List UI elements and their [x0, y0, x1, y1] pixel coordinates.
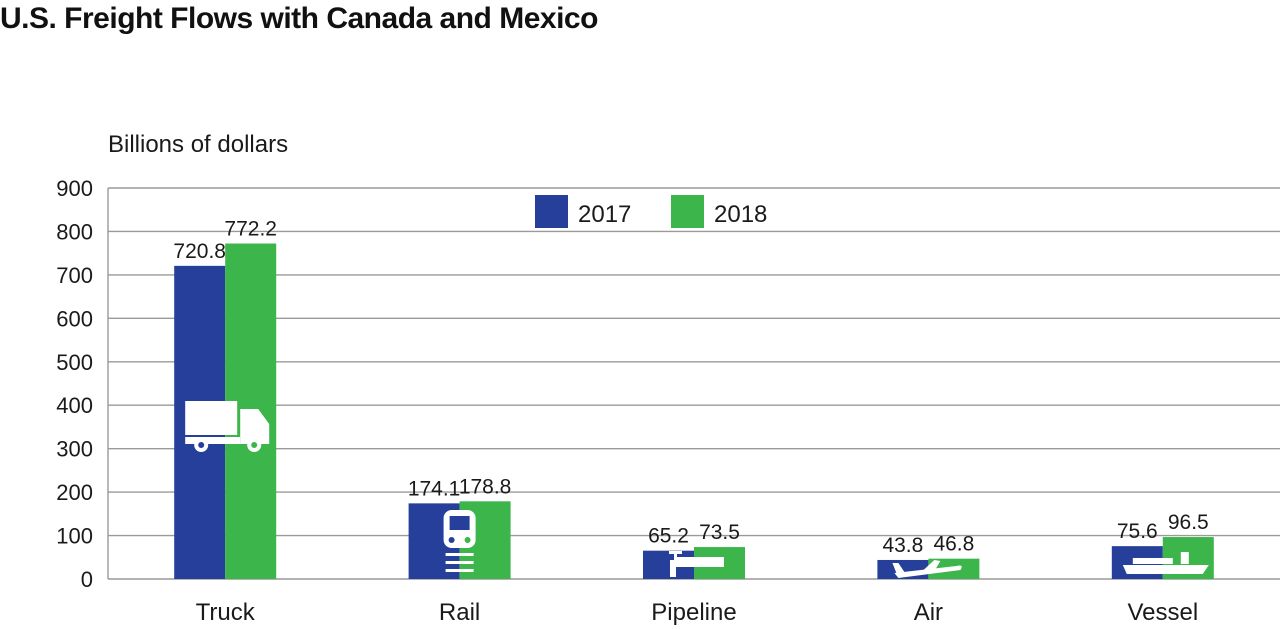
- bar-value-label: 75.6: [1117, 520, 1158, 543]
- legend-swatch: [535, 195, 568, 228]
- y-tick-label: 100: [56, 524, 93, 549]
- bar-value-label: 65.2: [648, 525, 689, 548]
- x-tick-label: Vessel: [1127, 599, 1198, 626]
- bar-value-label: 772.2: [224, 218, 277, 241]
- x-tick-label: Pipeline: [651, 599, 736, 626]
- bars: [174, 243, 1214, 579]
- x-tick-label: Air: [914, 599, 943, 626]
- x-tick-label: Rail: [439, 599, 480, 626]
- bar-value-label: 178.8: [459, 475, 512, 498]
- y-tick-label: 900: [56, 176, 93, 201]
- train-icon: [443, 510, 476, 572]
- y-tick-label: 0: [81, 567, 93, 592]
- bar-value-label: 720.8: [173, 240, 226, 263]
- bar-value-label: 96.5: [1168, 511, 1209, 534]
- legend-label: 2018: [714, 201, 767, 228]
- y-tick-label: 300: [56, 437, 93, 462]
- y-axis-label: Billions of dollars: [108, 131, 288, 158]
- ship-icon: [1122, 552, 1209, 574]
- legend: 2017 2018: [535, 195, 767, 228]
- truck-icon: [185, 401, 270, 452]
- x-axis-ticks: Truck Rail Pipeline Air Vessel: [196, 599, 1199, 626]
- bar-value-label: 46.8: [933, 533, 974, 556]
- y-tick-label: 700: [56, 263, 93, 288]
- legend-item[interactable]: 2018: [671, 195, 767, 228]
- bar-value-label: 43.8: [882, 534, 923, 557]
- y-axis-ticks: 0 100 200 300 400 500 600 700 800 900: [56, 176, 93, 592]
- y-tick-label: 500: [56, 350, 93, 375]
- y-tick-label: 200: [56, 480, 93, 505]
- bar-value-label: 73.5: [699, 521, 740, 544]
- legend-swatch: [671, 195, 704, 228]
- y-tick-label: 800: [56, 219, 93, 244]
- legend-label: 2017: [578, 201, 631, 228]
- y-tick-label: 400: [56, 393, 93, 418]
- gridlines: [107, 187, 1280, 580]
- legend-item[interactable]: 2017: [535, 195, 631, 228]
- chart-title: U.S. Freight Flows with Canada and Mexic…: [0, 2, 598, 35]
- pipeline-icon: [669, 551, 724, 577]
- x-tick-label: Truck: [196, 599, 256, 626]
- category-icons: [185, 401, 1209, 578]
- y-tick-label: 600: [56, 306, 93, 331]
- airplane-icon: [892, 560, 962, 578]
- bar-value-label: 174.1: [408, 477, 461, 500]
